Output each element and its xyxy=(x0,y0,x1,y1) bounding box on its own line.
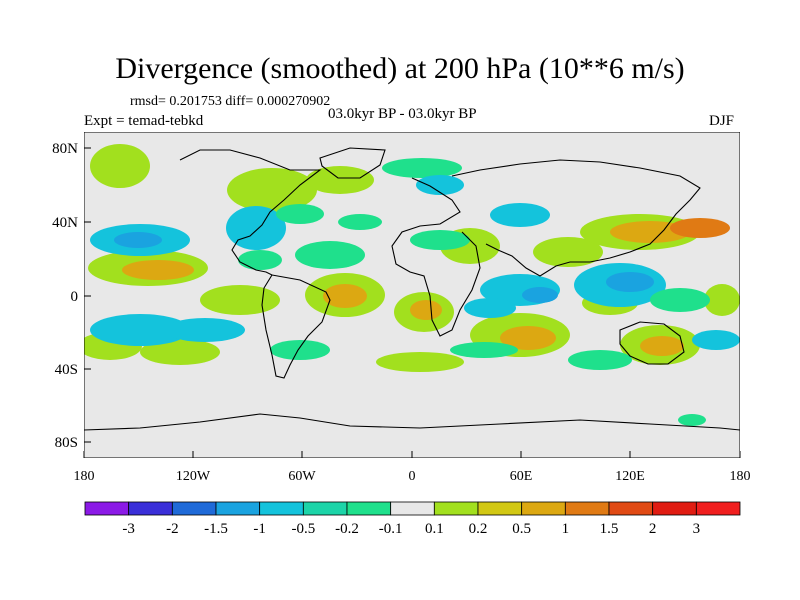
colorbar-swatch xyxy=(695,501,741,516)
lon-label-180w: 180 xyxy=(74,469,95,484)
colorbar-swatch xyxy=(521,501,566,516)
lon-label-180e: 180 xyxy=(730,469,751,484)
colorbar-swatch xyxy=(128,501,173,516)
colorbar-label: -3 xyxy=(122,521,135,537)
lat-label-80n: 80N xyxy=(52,141,78,157)
colorbar-swatch xyxy=(652,501,697,516)
colorbar-swatch xyxy=(608,501,654,516)
coastlines xyxy=(84,147,740,431)
colorbar-label: 3 xyxy=(693,521,701,537)
colorbar-label: 1 xyxy=(562,521,570,537)
colorbar-swatch xyxy=(259,501,304,516)
negative-anomalies xyxy=(90,158,740,426)
divergence-field xyxy=(84,132,740,458)
experiment-label: Expt = temad-tebkd xyxy=(84,113,204,129)
asia-coast xyxy=(451,159,701,277)
lat-label-40n: 40N xyxy=(52,215,78,231)
map-title: Divergence (smoothed) at 200 hPa (10**6 … xyxy=(115,52,685,85)
australia-coast xyxy=(619,321,685,365)
lon-label-120w: 120W xyxy=(176,469,211,484)
colorbar-swatch xyxy=(171,501,217,516)
greenland-coast xyxy=(319,147,386,179)
colorbar-label: -1.5 xyxy=(204,521,228,537)
colorbar-swatch xyxy=(84,501,130,516)
colorbar-label: 1.5 xyxy=(600,521,619,537)
period-label: 03.0kyr BP - 03.0kyr BP xyxy=(328,106,477,122)
lon-label-60e: 60E xyxy=(510,469,533,484)
positive-anomalies xyxy=(84,144,740,372)
colorbar-swatch xyxy=(477,501,523,516)
colorbar-label: -0.5 xyxy=(291,521,315,537)
lon-label-0: 0 xyxy=(409,469,416,484)
colorbar-label: 2 xyxy=(649,521,657,537)
axis-ticks xyxy=(83,147,741,458)
season-label: DJF xyxy=(709,113,735,129)
colorbar xyxy=(84,501,741,516)
colorbar-labels: -3 -2 -1.5 -1 -0.5 -0.2 -0.1 0.1 0.2 0.5 1 1.5 2 3 xyxy=(122,521,700,537)
colorbar-label: -2 xyxy=(166,521,179,537)
colorbar-swatch xyxy=(346,501,392,516)
colorbar-swatch xyxy=(302,501,348,516)
colorbar-swatch xyxy=(215,501,261,516)
colorbar-swatch xyxy=(433,501,479,516)
colorbar-label: 0.5 xyxy=(512,521,531,537)
colorbar-swatch xyxy=(390,501,435,516)
colorbar-label: -0.1 xyxy=(379,521,403,537)
stats-line: rmsd= 0.201753 diff= 0.000270902 xyxy=(130,94,331,109)
north-america-coast xyxy=(179,149,322,276)
colorbar-label: 0.1 xyxy=(425,521,444,537)
lat-label-0: 0 xyxy=(71,289,79,305)
africa-europe-coast xyxy=(391,177,481,337)
lat-label-80s: 80S xyxy=(55,435,78,451)
antarctica-coast xyxy=(84,413,740,431)
colorbar-label: -1 xyxy=(253,521,266,537)
colorbar-label: 0.2 xyxy=(469,521,488,537)
lat-label-40s: 40S xyxy=(55,362,78,378)
south-america-coast xyxy=(261,274,331,379)
lon-label-120e: 120E xyxy=(615,469,645,484)
colorbar-swatch xyxy=(564,501,610,516)
colorbar-label: -0.2 xyxy=(335,521,359,537)
lon-label-60w: 60W xyxy=(288,469,316,484)
